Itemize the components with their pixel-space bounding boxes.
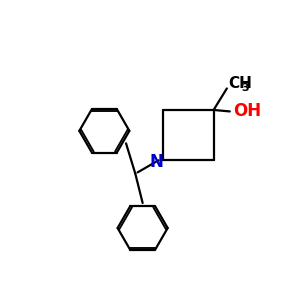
Text: OH: OH	[233, 102, 262, 120]
Text: 3: 3	[241, 83, 249, 93]
Text: CH: CH	[228, 76, 252, 91]
Text: N: N	[150, 153, 164, 171]
